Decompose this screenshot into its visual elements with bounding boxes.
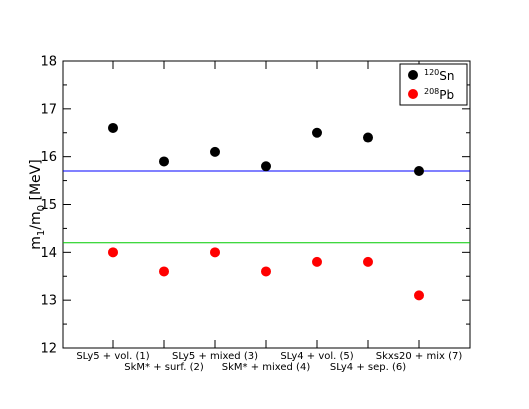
data-point-pb xyxy=(312,256,322,267)
data-point-pb xyxy=(108,247,118,258)
data-point-sn xyxy=(159,156,169,167)
x-category-label: Skxs20 + mix (7) xyxy=(376,351,463,362)
legend-marker-pb xyxy=(408,89,418,99)
x-category-label: SLy4 + vol. (5) xyxy=(280,351,353,362)
legend-label-pb: 208Pb xyxy=(424,87,454,102)
data-point-sn xyxy=(261,161,271,172)
data-series xyxy=(108,122,424,301)
legend-label-sn: 120Sn xyxy=(424,68,455,83)
y-tick-label: 18 xyxy=(40,55,57,70)
data-point-sn xyxy=(312,127,322,138)
data-point-pb xyxy=(210,247,220,258)
reference-lines xyxy=(63,170,470,244)
data-point-pb xyxy=(363,256,373,267)
legend-marker-sn xyxy=(408,70,418,80)
x-category-label: SLy4 + sep. (6) xyxy=(330,362,406,373)
data-point-sn xyxy=(414,166,424,177)
y-tick-label: 16 xyxy=(40,150,57,165)
series-sn xyxy=(108,122,424,177)
x-category-label: SLy5 + mixed (3) xyxy=(172,351,258,362)
data-point-sn xyxy=(363,132,373,143)
y-axis: 12 13 14 15 16 17 18 xyxy=(40,55,470,357)
x-category-label: SkM* + mixed (4) xyxy=(222,362,311,373)
y-tick-label: 17 xyxy=(40,102,57,117)
y-tick-label: 14 xyxy=(40,246,57,261)
data-point-sn xyxy=(210,146,220,157)
y-tick-label: 15 xyxy=(40,198,57,213)
data-point-pb xyxy=(414,290,424,301)
data-point-pb xyxy=(261,266,271,277)
data-point-sn xyxy=(108,122,118,133)
data-point-pb xyxy=(159,266,169,277)
x-axis: SLy5 + vol. (1)SkM* + surf. (2)SLy5 + mi… xyxy=(76,61,462,373)
y-tick-label: 13 xyxy=(40,294,57,309)
y-axis-label: m1/m0 [MeV] xyxy=(28,159,47,249)
series-pb xyxy=(108,247,424,301)
y-tick-label: 12 xyxy=(40,342,57,357)
x-category-label: SkM* + surf. (2) xyxy=(124,362,204,373)
x-category-label: SLy5 + vol. (1) xyxy=(76,351,149,362)
legend: 120Sn 208Pb xyxy=(399,63,468,106)
